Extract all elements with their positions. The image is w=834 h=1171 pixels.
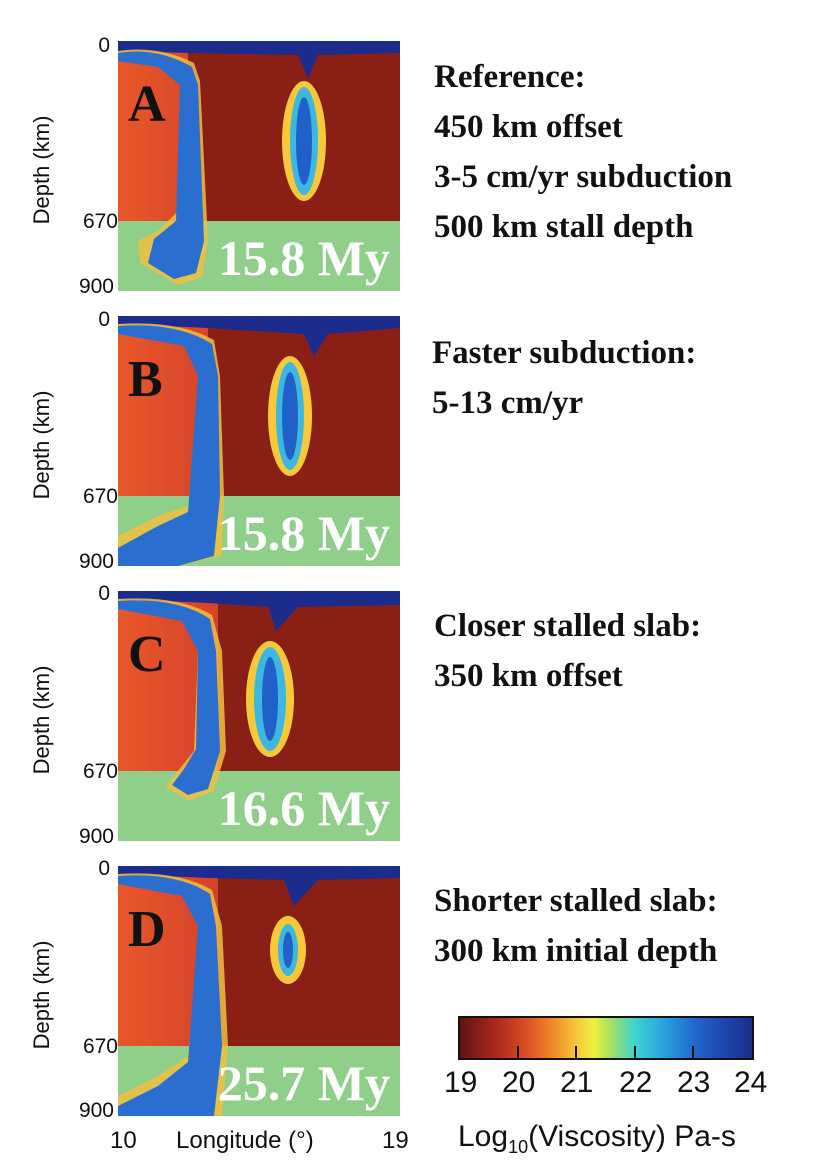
viscosity-colorbar bbox=[458, 1016, 754, 1060]
y-tick-0-c: 0 bbox=[98, 582, 110, 605]
y-tick-670-d: 670 bbox=[82, 1035, 118, 1058]
colorbar-tick-23 bbox=[692, 1046, 694, 1058]
y-tick-900-c: 900 bbox=[78, 825, 114, 848]
colorbar-title-prefix: Log bbox=[458, 1120, 509, 1153]
y-axis-title-c: Depth (km) bbox=[29, 665, 54, 775]
panel-d-viscosity-field bbox=[118, 866, 400, 1116]
panel-c-desc-line-2: 350 km offset bbox=[434, 658, 623, 694]
panel-c-desc-line-1: Closer stalled slab: bbox=[434, 608, 702, 644]
y-tick-900-a: 900 bbox=[78, 275, 114, 298]
panel-a-letter: A bbox=[128, 76, 166, 133]
colorbar-label-20: 20 bbox=[502, 1066, 536, 1099]
panel-c-description: Closer stalled slab: 350 km offset bbox=[434, 601, 701, 701]
panel-b-letter: B bbox=[128, 351, 163, 408]
panel-a-desc-line-1: Reference: bbox=[434, 59, 586, 95]
colorbar-label-22: 22 bbox=[619, 1066, 653, 1099]
colorbar-tick-21 bbox=[575, 1046, 577, 1058]
panel-c: C 16.6 My bbox=[118, 591, 400, 841]
colorbar-tick-22 bbox=[634, 1046, 636, 1058]
colorbar-title: Log10(Viscosity) Pa-s bbox=[458, 1120, 736, 1158]
panel-a-desc-line-2: 450 km offset bbox=[434, 109, 623, 145]
colorbar-label-19: 19 bbox=[444, 1066, 478, 1099]
panel-b: B 15.8 My bbox=[118, 316, 400, 566]
y-tick-0-b: 0 bbox=[98, 308, 110, 331]
colorbar-title-suffix: (Viscosity) Pa-s bbox=[528, 1120, 736, 1153]
y-tick-670-c: 670 bbox=[82, 760, 118, 783]
panel-a-viscosity-field bbox=[118, 41, 400, 291]
panel-a-description: Reference: 450 km offset 3-5 cm/yr subdu… bbox=[434, 52, 732, 252]
panel-d-description: Shorter stalled slab: 300 km initial dep… bbox=[434, 876, 718, 976]
y-axis-title-b: Depth (km) bbox=[29, 390, 54, 500]
colorbar-label-24: 24 bbox=[734, 1066, 768, 1099]
x-axis-min: 10 bbox=[110, 1127, 137, 1154]
panel-d-desc-line-2: 300 km initial depth bbox=[434, 933, 718, 969]
colorbar-tick-20 bbox=[517, 1046, 519, 1058]
panel-a-desc-line-4: 500 km stall depth bbox=[434, 209, 694, 245]
x-axis-max: 19 bbox=[382, 1127, 409, 1154]
panel-b-description: Faster subduction: 5-13 cm/yr bbox=[432, 328, 696, 428]
panel-d-time: 25.7 My bbox=[217, 1055, 390, 1111]
y-axis-title-d: Depth (km) bbox=[29, 940, 54, 1050]
panel-b-desc-line-1: Faster subduction: bbox=[432, 335, 697, 371]
y-tick-670-b: 670 bbox=[82, 485, 118, 508]
panel-b-desc-line-2: 5-13 cm/yr bbox=[432, 385, 584, 421]
y-tick-670-a: 670 bbox=[82, 210, 118, 233]
panel-a: A 15.8 My bbox=[118, 41, 400, 291]
panel-c-time: 16.6 My bbox=[217, 780, 390, 836]
panel-b-viscosity-field bbox=[118, 316, 400, 566]
y-tick-900-b: 900 bbox=[78, 550, 114, 573]
panel-b-time: 15.8 My bbox=[217, 505, 390, 561]
panel-d-desc-line-1: Shorter stalled slab: bbox=[434, 883, 718, 919]
panel-a-time: 15.8 My bbox=[217, 230, 390, 286]
y-axis-title-a: Depth (km) bbox=[29, 115, 54, 225]
panel-c-letter: C bbox=[128, 626, 166, 683]
panel-d-letter: D bbox=[128, 901, 166, 958]
y-tick-0-d: 0 bbox=[98, 857, 110, 880]
panel-c-viscosity-field bbox=[118, 591, 400, 841]
panel-a-desc-line-3: 3-5 cm/yr subduction bbox=[434, 159, 733, 195]
x-axis-title: Longitude (°) bbox=[176, 1127, 314, 1154]
panel-d: D 25.7 My bbox=[118, 866, 400, 1116]
y-tick-0-a: 0 bbox=[98, 34, 110, 57]
colorbar-title-subscript: 10 bbox=[508, 1137, 529, 1157]
colorbar-label-21: 21 bbox=[560, 1066, 594, 1099]
colorbar-label-23: 23 bbox=[677, 1066, 711, 1099]
y-tick-900-d: 900 bbox=[78, 1099, 114, 1122]
